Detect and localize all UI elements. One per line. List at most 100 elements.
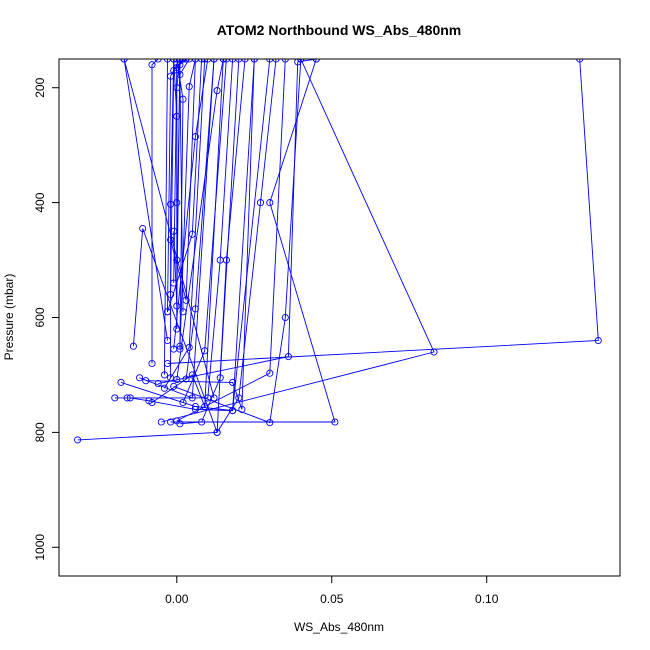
data-point xyxy=(179,398,187,407)
data-point xyxy=(176,420,184,428)
data-point xyxy=(331,418,339,426)
x-tick-label: 0.10 xyxy=(475,592,499,606)
series-31-line xyxy=(170,59,175,378)
data-point xyxy=(191,133,199,141)
series-1-line xyxy=(114,59,234,399)
data-point xyxy=(266,419,274,427)
data-point xyxy=(229,378,237,386)
data-point xyxy=(179,95,187,103)
series-6-line xyxy=(145,59,255,410)
data-point xyxy=(160,384,168,392)
series-14 xyxy=(176,59,243,428)
data-point xyxy=(210,394,218,402)
data-point xyxy=(136,374,144,382)
plot-frame xyxy=(58,58,621,577)
series-8-line xyxy=(158,59,317,385)
data-point xyxy=(188,394,196,402)
y-tick-label: 1000 xyxy=(33,534,47,561)
data-point xyxy=(142,377,150,385)
series-19-line xyxy=(170,59,196,301)
data-point xyxy=(167,374,175,382)
series-7 xyxy=(148,59,227,411)
data-point xyxy=(157,418,165,426)
series-10-line xyxy=(167,59,599,364)
y-tick-label: 800 xyxy=(33,422,47,442)
series-4-line xyxy=(132,59,246,433)
series-17-line xyxy=(164,59,206,389)
data-point xyxy=(188,230,196,238)
series-13-line xyxy=(176,59,286,422)
data-point xyxy=(170,382,178,390)
series-9-line xyxy=(161,59,435,423)
x-tick-label: 0.00 xyxy=(165,592,189,606)
data-point xyxy=(185,83,193,91)
y-axis: 200 400 600 800 1000 xyxy=(33,77,60,561)
data-point xyxy=(148,61,156,69)
y-tick-label: 600 xyxy=(33,307,47,327)
series-11-line xyxy=(170,59,336,423)
data-point xyxy=(173,112,181,120)
data-point xyxy=(185,343,193,351)
x-axis: 0.00 0.05 0.10 xyxy=(165,575,499,606)
data-point xyxy=(229,407,237,415)
series-16-line xyxy=(185,59,215,380)
data-point xyxy=(154,380,162,388)
series-33-line xyxy=(173,59,178,203)
series-36-line xyxy=(123,59,215,399)
series-7-line xyxy=(151,59,224,407)
series-32-line xyxy=(173,59,181,307)
series-0-line xyxy=(77,59,277,441)
data-point xyxy=(213,428,221,436)
data-point xyxy=(111,394,119,402)
series-30-line xyxy=(176,59,181,329)
y-tick-label: 200 xyxy=(33,77,47,97)
data-point xyxy=(160,371,168,379)
data-point xyxy=(139,224,147,233)
series-3-line xyxy=(130,59,255,412)
x-tick-label: 0.05 xyxy=(320,592,344,606)
series-14-line xyxy=(179,59,240,425)
data-point xyxy=(222,256,230,264)
series-3 xyxy=(126,59,258,415)
data-point xyxy=(266,199,274,207)
series-35-line xyxy=(123,59,168,341)
data-point xyxy=(182,375,190,383)
plot-clip-group xyxy=(74,59,602,444)
series-4 xyxy=(129,59,249,436)
data-point xyxy=(173,325,181,333)
data-point xyxy=(256,199,265,207)
data-point xyxy=(198,418,206,426)
y-tick-label: 400 xyxy=(33,192,47,212)
series-36 xyxy=(120,59,218,402)
series-5-line xyxy=(139,59,215,399)
series-28-line xyxy=(151,59,159,364)
data-point xyxy=(266,369,274,377)
y-axis-label: Pressure (mbar) xyxy=(2,274,16,361)
data-point xyxy=(163,336,172,345)
data-point xyxy=(148,398,156,407)
series-35 xyxy=(120,59,172,345)
series-layer xyxy=(74,59,602,444)
data-point xyxy=(191,305,199,313)
data-point xyxy=(594,336,602,345)
data-point xyxy=(126,394,134,402)
data-point xyxy=(216,374,224,382)
series-12-line xyxy=(173,59,302,424)
data-point xyxy=(148,359,156,368)
data-point xyxy=(117,378,125,386)
series-15-line xyxy=(182,59,227,403)
series-21-line xyxy=(176,59,224,380)
data-point xyxy=(74,436,82,444)
x-axis-label: WS_Abs_480nm xyxy=(294,620,384,634)
data-point xyxy=(281,313,289,322)
data-point xyxy=(173,302,181,310)
data-point xyxy=(173,199,181,207)
series-22-line xyxy=(179,59,196,350)
series-28 xyxy=(148,59,162,368)
data-point xyxy=(176,342,184,350)
data-point xyxy=(188,371,196,379)
series-0 xyxy=(74,59,280,444)
chart-title: ATOM2 Northbound WS_Abs_480nm xyxy=(217,22,462,38)
data-point xyxy=(170,227,178,235)
